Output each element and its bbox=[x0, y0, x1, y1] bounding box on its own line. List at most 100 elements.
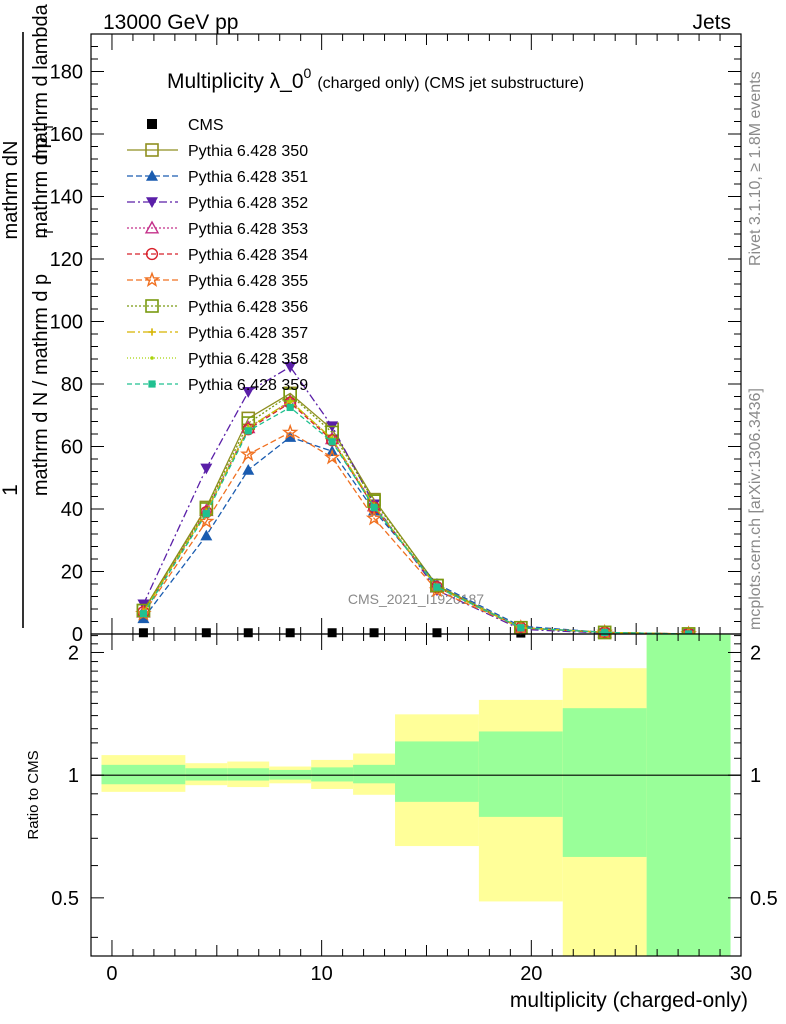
ratio-y-tick-label: 2 bbox=[68, 642, 79, 664]
ratio-x-ticks: 0 10 20 30 bbox=[106, 634, 752, 985]
data-point-marker bbox=[145, 143, 159, 157]
ylabel-numerator: mathrm dN bbox=[0, 141, 22, 240]
ratio-stat-band bbox=[353, 764, 396, 784]
ylabel-pt-subscript-2: T bbox=[41, 123, 56, 131]
top-y-tick-label: 40 bbox=[61, 499, 83, 521]
data-point-marker bbox=[284, 362, 297, 373]
series-line bbox=[142, 365, 689, 635]
data-point-marker bbox=[369, 628, 379, 638]
ratio-stat-band bbox=[185, 768, 228, 781]
series-line bbox=[142, 406, 689, 635]
data-point-marker bbox=[601, 628, 609, 637]
x-tick-label: 10 bbox=[311, 963, 333, 985]
legend-label: Pythia 6.428 357 bbox=[188, 325, 308, 342]
data-point-marker bbox=[432, 628, 442, 638]
data-point-marker bbox=[285, 628, 295, 638]
data-point-marker bbox=[148, 380, 156, 388]
legend-item: Pythia 6.428 359 bbox=[127, 377, 308, 394]
data-point-marker bbox=[143, 271, 161, 287]
chart-title: Multiplicity λ_00 (charged only) (CMS jet… bbox=[167, 65, 584, 93]
title-superscript: 0 bbox=[304, 65, 312, 81]
ratio-panel: 0.5 0.5 1 1 2 2 0 10 20 30 Ratio to CMS multipli… bbox=[25, 633, 778, 1012]
legend-item: Pythia 6.428 353 bbox=[127, 220, 308, 238]
ratio-stat-band bbox=[478, 731, 563, 817]
title-main: Multiplicity λ_0 bbox=[167, 70, 304, 93]
legend-item: Pythia 6.428 351 bbox=[127, 169, 308, 186]
data-point-marker bbox=[201, 628, 211, 638]
legend-item: Pythia 6.428 358 bbox=[127, 351, 308, 368]
top-y-tick-label: 120 bbox=[50, 249, 83, 271]
ratio-stat-band bbox=[227, 768, 270, 781]
legend: CMS Pythia 6.428 350 Pythia 6.428 351 Pythi… bbox=[127, 117, 308, 394]
data-point-marker bbox=[145, 299, 159, 313]
data-point-marker bbox=[284, 431, 297, 442]
header-process-label: Jets bbox=[692, 11, 731, 34]
series-2 bbox=[137, 431, 695, 639]
data-point-marker bbox=[200, 463, 213, 475]
ratio-y-tick-label-right: 1 bbox=[750, 765, 761, 787]
data-point-marker bbox=[244, 427, 252, 435]
data-point-marker bbox=[197, 512, 215, 529]
top-y-tick-label: 160 bbox=[50, 124, 83, 146]
x-tick-label: 30 bbox=[730, 963, 752, 985]
data-point-marker bbox=[286, 403, 294, 412]
ratio-stat-band bbox=[101, 764, 186, 785]
data-point-marker bbox=[146, 170, 158, 181]
ratio-ylabel: Ratio to CMS bbox=[25, 750, 42, 839]
data-point-marker bbox=[328, 438, 336, 446]
top-y-tick-label: 0 bbox=[72, 624, 83, 646]
ratio-stat-band bbox=[562, 708, 647, 857]
top-ylabel: 1 mathrm d N / mathrm d p T mathrm d p T… bbox=[0, 3, 56, 628]
ratio-stat-band bbox=[311, 767, 354, 782]
ratio-y-ticks: 0.5 0.5 1 1 2 2 bbox=[51, 635, 778, 938]
legend-item: CMS bbox=[147, 117, 224, 134]
top-y-tick-label: 60 bbox=[61, 437, 83, 459]
top-y-tick-label: 140 bbox=[50, 187, 83, 209]
title-rest: (charged only) (CMS jet substructure) bbox=[317, 75, 584, 92]
header-energy-label: 13000 GeV pp bbox=[103, 11, 238, 34]
legend-label: Pythia 6.428 350 bbox=[188, 143, 308, 160]
data-point-marker bbox=[138, 628, 148, 638]
top-y-tick-label: 80 bbox=[61, 374, 83, 396]
rivet-version-label: Rivet 3.1.10, ≥ 1.8M events bbox=[747, 71, 764, 266]
legend-item: Pythia 6.428 350 bbox=[127, 143, 308, 160]
data-point-marker bbox=[433, 583, 441, 591]
data-point-marker bbox=[327, 628, 337, 638]
data-point-marker bbox=[242, 387, 255, 398]
legend-label: Pythia 6.428 354 bbox=[188, 247, 308, 264]
data-point-marker bbox=[281, 423, 299, 440]
legend-label: Pythia 6.428 353 bbox=[188, 221, 308, 238]
ylabel-one: 1 bbox=[0, 484, 22, 496]
legend-label: CMS bbox=[188, 117, 224, 134]
legend-item: Pythia 6.428 357 bbox=[127, 325, 308, 342]
x-tick-label: 0 bbox=[106, 963, 117, 985]
ratio-panel-frame bbox=[90, 633, 742, 957]
top-y-tick-label: 180 bbox=[50, 62, 83, 84]
top-y-ticks: 0 20 40 60 80 100 120 140 160 180 bbox=[50, 33, 741, 646]
x-axis-label: multiplicity (charged-only) bbox=[510, 989, 748, 1012]
data-point-marker bbox=[243, 628, 253, 638]
ratio-y-tick-label: 0.5 bbox=[51, 888, 79, 910]
ylabel-mathrm-d-lambda: mathrm d lambda bbox=[30, 3, 52, 159]
legend-label: Pythia 6.428 352 bbox=[188, 195, 308, 212]
data-point-marker bbox=[240, 445, 257, 462]
data-point-marker bbox=[144, 220, 160, 234]
legend-label: Pythia 6.428 355 bbox=[188, 273, 308, 290]
data-point-marker bbox=[148, 328, 156, 336]
legend-item: Pythia 6.428 354 bbox=[127, 247, 308, 264]
top-y-tick-label: 20 bbox=[61, 562, 83, 584]
data-point-marker bbox=[145, 247, 159, 261]
data-point-marker bbox=[326, 434, 339, 447]
series-line bbox=[142, 436, 689, 635]
ylabel-denominator: mathrm d N / mathrm d p bbox=[30, 274, 52, 496]
legend-label: Pythia 6.428 358 bbox=[188, 351, 308, 368]
legend-item: Pythia 6.428 355 bbox=[127, 271, 308, 290]
analysis-watermark: CMS_2021_I1920187 bbox=[348, 591, 484, 607]
legend-label: Pythia 6.428 356 bbox=[188, 299, 308, 316]
series-line bbox=[142, 400, 689, 635]
ylabel-mathrm-d-pt: mathrm d p bbox=[30, 137, 52, 238]
series-6 bbox=[135, 423, 697, 641]
data-point-marker bbox=[202, 510, 210, 518]
ratio-bands bbox=[101, 634, 731, 956]
